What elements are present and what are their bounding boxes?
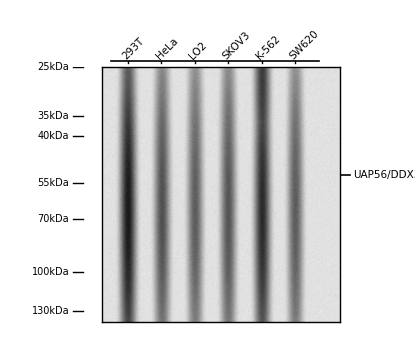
Text: LO2: LO2 (188, 40, 209, 62)
Text: HeLa: HeLa (154, 36, 180, 62)
Text: 55kDa: 55kDa (37, 178, 69, 188)
Text: SW620: SW620 (288, 28, 321, 62)
Text: 100kDa: 100kDa (32, 267, 69, 277)
Text: UAP56/DDX39B: UAP56/DDX39B (353, 170, 415, 180)
Text: 25kDa: 25kDa (37, 62, 69, 71)
Text: 70kDa: 70kDa (37, 214, 69, 224)
Text: 293T: 293T (121, 36, 146, 62)
Text: 130kDa: 130kDa (32, 306, 69, 316)
Text: 35kDa: 35kDa (37, 111, 69, 121)
Text: SKOV3: SKOV3 (221, 30, 253, 62)
Text: 40kDa: 40kDa (38, 131, 69, 141)
Text: K-562: K-562 (254, 34, 282, 62)
